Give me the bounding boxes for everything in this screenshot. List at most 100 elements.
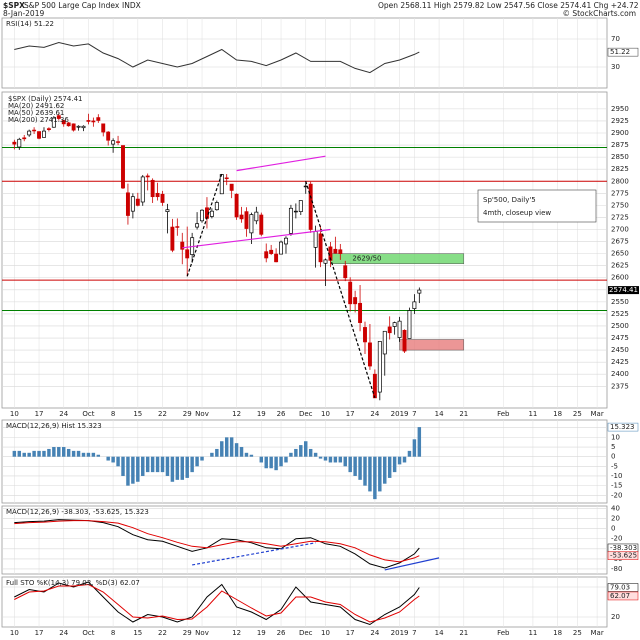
histogram-bar: [136, 456, 140, 482]
last-price-label: 2574.41: [609, 286, 638, 294]
panel-frame: [1, 505, 608, 575]
candle-body: [358, 302, 363, 323]
candle-body: [264, 251, 269, 259]
x-tick-label: 7: [412, 629, 416, 637]
candle-body: [274, 253, 279, 263]
x-tick-label: 10: [10, 410, 19, 418]
histogram-bar: [328, 456, 333, 463]
x-tick-label: 21: [459, 410, 468, 418]
histogram-bar: [111, 456, 115, 463]
candle-body: [150, 179, 155, 198]
histogram-bar: [318, 456, 323, 459]
x-tick-label: 25: [573, 410, 582, 418]
candle-body: [293, 210, 298, 213]
histogram-bar: [145, 456, 150, 473]
x-tick-label: Nov: [195, 629, 209, 637]
last-value-label: 15.323: [610, 423, 635, 431]
candle-body: [254, 211, 259, 222]
candle-body: [111, 140, 116, 145]
candle-body: [239, 214, 244, 220]
histogram-bar: [313, 452, 318, 457]
last-value-label: 79.03: [610, 583, 630, 591]
histogram-bar: [279, 456, 283, 467]
candle-body: [200, 209, 204, 222]
candle-body: [284, 237, 288, 245]
histogram-bar: [180, 456, 184, 480]
y-tick-label: 2525: [611, 310, 629, 318]
indicator-line: [14, 581, 420, 626]
histogram-bar: [47, 448, 51, 457]
histogram-bar: [304, 441, 308, 457]
y-tick-label: 2700: [611, 225, 629, 233]
zone-label: 2629/50: [352, 255, 381, 263]
histogram-bar: [368, 456, 372, 492]
histogram-bar: [32, 450, 36, 457]
x-tick-label: 17: [35, 629, 44, 637]
candle-body: [224, 177, 229, 180]
histogram-bar: [417, 427, 422, 457]
x-tick-label: 7: [412, 410, 416, 418]
histogram-bar: [259, 456, 264, 463]
histogram-bar: [274, 456, 278, 471]
candle-body: [130, 196, 135, 212]
histogram-bar: [86, 452, 91, 457]
candle-body: [269, 249, 274, 254]
x-tick-label: 29: [183, 629, 192, 637]
y-tick-label: 2875: [611, 141, 629, 149]
x-tick-label: 21: [459, 629, 468, 637]
trend-line: [192, 542, 316, 566]
candle-body: [165, 209, 170, 212]
y-tick-label: 2650: [611, 250, 629, 258]
trend-line: [236, 155, 326, 172]
y-tick-label: 2600: [611, 274, 629, 282]
histogram-bar: [141, 456, 145, 476]
histogram-bar: [294, 448, 298, 457]
candle-body: [412, 301, 417, 309]
quote: Open 2568.11 High 2579.82 Low 2547.56 Cl…: [378, 1, 640, 10]
histogram-bar: [121, 456, 125, 476]
x-tick-label: 22: [158, 629, 167, 637]
candle-body: [185, 249, 190, 259]
panel-frame: [1, 419, 608, 504]
candle-body: [288, 207, 293, 234]
histogram-bar: [155, 456, 160, 473]
x-tick-label: 19: [257, 410, 266, 418]
candle-body: [71, 123, 76, 131]
last-price-box: [608, 286, 639, 295]
candle-body: [180, 241, 185, 250]
histogram-bar: [348, 456, 352, 473]
histogram-bar: [210, 452, 214, 457]
x-tick-label: Feb: [497, 629, 510, 637]
candle-body: [145, 175, 150, 178]
histogram-bar: [190, 456, 194, 473]
x-tick-label: 12: [232, 410, 241, 418]
y-tick-label: 40: [611, 505, 620, 513]
legend-entry: MA(200) 2741.36: [8, 116, 69, 124]
trend-line: [182, 228, 331, 249]
trend-line: [384, 557, 440, 571]
candle-body: [249, 214, 254, 234]
histogram-bar: [170, 456, 175, 482]
candle-body: [155, 192, 160, 198]
candle-body: [353, 297, 358, 305]
last-value-label: 51.22: [610, 48, 630, 56]
histogram-bar: [116, 456, 120, 467]
y-tick-label: 2900: [611, 129, 629, 137]
x-tick-label: Nov: [195, 410, 209, 418]
histogram-bar: [96, 454, 101, 457]
candle-body: [382, 330, 387, 355]
y-tick-label: -5: [611, 462, 618, 470]
legend-entry: MA(20) 2491.62: [8, 102, 64, 110]
candle-body: [259, 214, 264, 235]
candle-body: [91, 120, 96, 123]
panel-frame: [1, 17, 608, 89]
x-tick-label: 14: [435, 410, 444, 418]
x-tick-label: 8: [111, 629, 115, 637]
histogram-bar: [378, 456, 382, 492]
y-tick-label: 70: [611, 35, 620, 43]
panel-title: RSI(14) 51.22: [6, 20, 54, 28]
y-tick-label: 2675: [611, 238, 629, 246]
candle-body: [101, 123, 106, 133]
y-tick-label: 2450: [611, 346, 629, 354]
legend-entry: $SPX (Daily) 2574.41: [8, 95, 82, 103]
